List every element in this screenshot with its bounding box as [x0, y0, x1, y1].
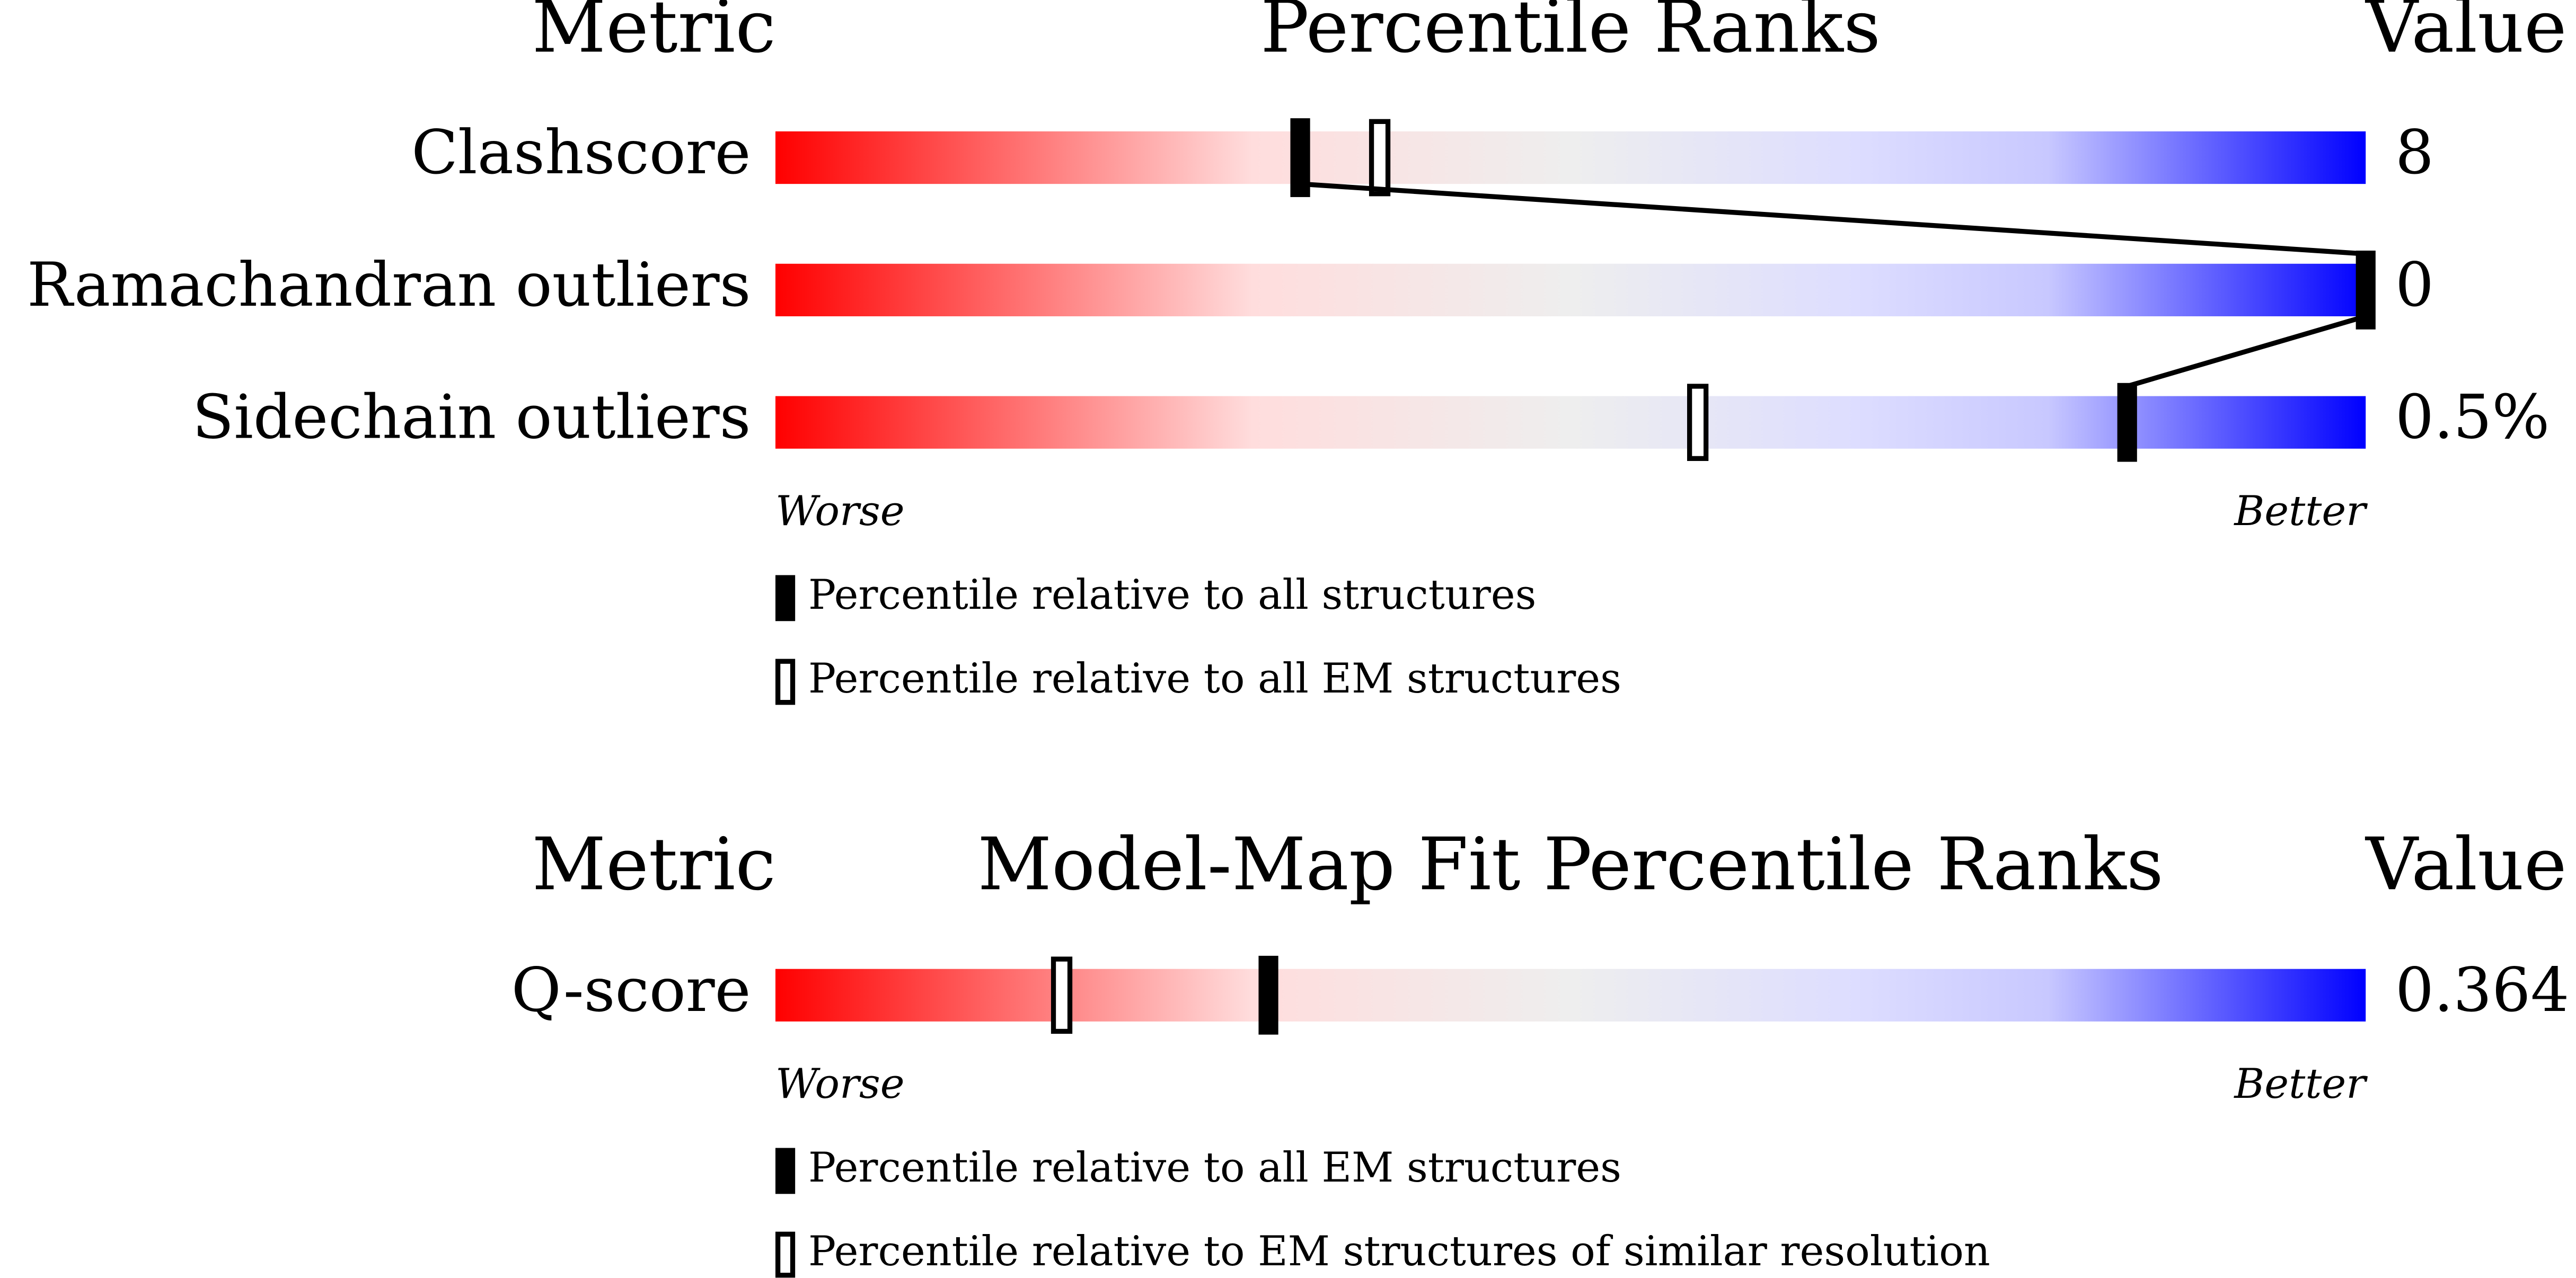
chart-title: Percentile Ranks	[1260, 0, 1881, 69]
legend-hollow-text: Percentile relative to all EM structures	[808, 655, 1621, 703]
legend-hollow-text: Percentile relative to EM structures of …	[808, 1228, 1990, 1275]
all-marker	[2117, 383, 2137, 462]
metric-name: Sidechain outliers	[192, 383, 751, 453]
legend-filled-text: Percentile relative to all EM structures	[808, 1144, 1621, 1192]
all-marker	[1258, 955, 1278, 1035]
slider-bar	[775, 131, 2366, 184]
metric-name: Q-score	[511, 955, 751, 1026]
legend-filled-text: Percentile relative to all structures	[808, 571, 1536, 619]
metric-header: Metric	[532, 0, 775, 69]
better-label: Better	[2233, 487, 2368, 535]
slider-bar	[775, 969, 2366, 1022]
legend-hollow-swatch	[775, 659, 796, 705]
chart-title: Model-Map Fit Percentile Ranks	[977, 822, 2163, 907]
metric-value: 0	[2395, 250, 2434, 321]
value-header: Value	[2365, 0, 2566, 69]
metric-value: 0.5%	[2395, 383, 2549, 453]
slider-bar	[775, 263, 2366, 316]
metric-name: Ramachandran outliers	[27, 250, 751, 321]
em-marker	[1369, 119, 1391, 197]
worse-label: Worse	[775, 487, 905, 535]
legend-filled-swatch	[775, 1148, 796, 1194]
value-header: Value	[2365, 822, 2566, 907]
worse-label: Worse	[775, 1060, 905, 1108]
legend-filled-swatch	[775, 575, 796, 622]
metric-header: Metric	[532, 822, 775, 907]
em-marker	[1687, 384, 1709, 462]
better-label: Better	[2233, 1060, 2368, 1108]
metric-value: 0.364	[2395, 955, 2569, 1026]
connector	[2126, 314, 2367, 389]
metric-name: Clashscore	[411, 118, 751, 188]
em-marker	[1051, 956, 1073, 1034]
legend-hollow-swatch	[775, 1231, 796, 1278]
metric-value: 8	[2395, 118, 2434, 188]
connector	[1300, 181, 2366, 256]
slider-bar	[775, 396, 2366, 449]
